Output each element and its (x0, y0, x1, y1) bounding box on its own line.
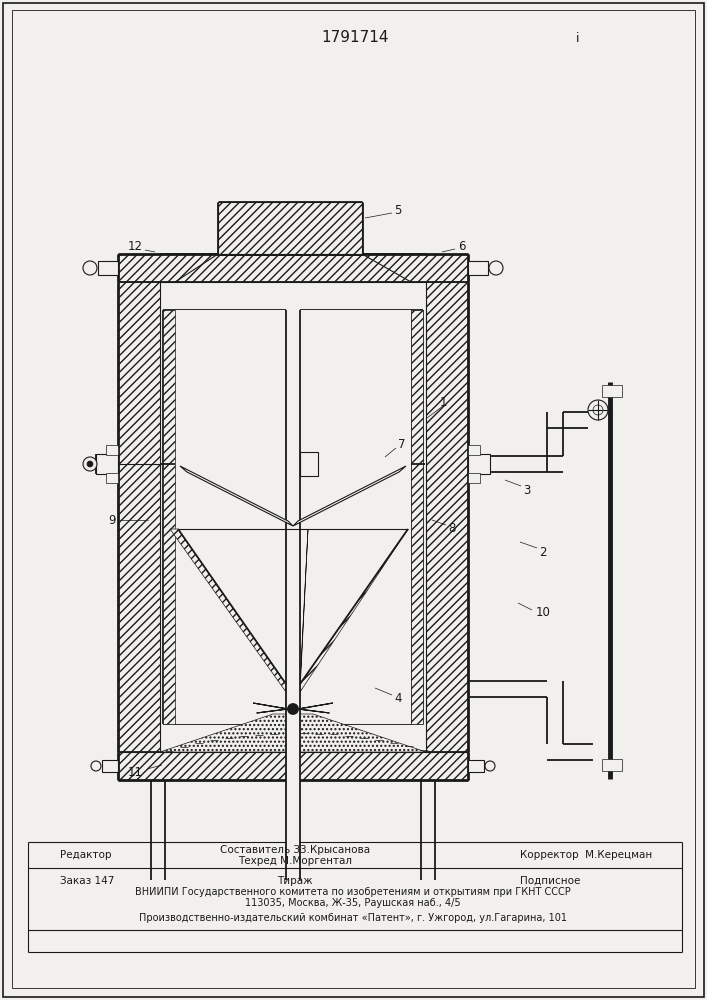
Text: i: i (576, 31, 580, 44)
Text: 8: 8 (448, 522, 456, 534)
Circle shape (91, 761, 101, 771)
Polygon shape (298, 703, 333, 713)
Text: 10: 10 (536, 606, 551, 619)
Polygon shape (160, 714, 426, 752)
Bar (118, 752, 468, 780)
Bar (468, 760, 484, 772)
Bar (468, 454, 490, 474)
Text: Заказ 147: Заказ 147 (60, 876, 115, 886)
Bar (163, 310, 175, 724)
Bar (96, 454, 118, 474)
Bar (102, 760, 118, 772)
Text: Редактор: Редактор (60, 850, 112, 860)
Text: 9: 9 (108, 514, 116, 526)
Bar (106, 445, 118, 455)
Text: 5: 5 (395, 204, 402, 217)
Text: 6: 6 (458, 239, 466, 252)
Text: Производственно-издательский комбинат «Патент», г. Ужгород, ул.Гагарина, 101: Производственно-издательский комбинат «П… (139, 913, 567, 923)
Bar (118, 254, 468, 282)
Text: 2: 2 (539, 546, 547, 558)
Polygon shape (300, 529, 408, 692)
Bar (602, 759, 622, 771)
Bar (468, 261, 488, 275)
Text: 3: 3 (523, 484, 531, 496)
Bar (468, 445, 480, 455)
Polygon shape (180, 466, 293, 526)
Text: Подписное: Подписное (520, 876, 580, 886)
Polygon shape (293, 466, 406, 526)
Text: 113035, Москва, Ж-35, Раушская наб., 4/5: 113035, Москва, Ж-35, Раушская наб., 4/5 (245, 898, 461, 908)
Circle shape (593, 405, 603, 415)
Bar (300, 452, 318, 476)
Bar (175, 310, 411, 724)
Circle shape (489, 261, 503, 275)
Bar (602, 385, 622, 397)
Bar (106, 473, 118, 483)
Text: 11: 11 (127, 766, 143, 778)
Bar (426, 282, 468, 752)
Text: Корректор  М.Керецман: Корректор М.Керецман (520, 850, 653, 860)
Text: 12: 12 (127, 240, 143, 253)
Bar (118, 282, 160, 752)
Circle shape (288, 704, 298, 714)
Text: 4: 4 (395, 692, 402, 704)
Polygon shape (170, 529, 286, 692)
Text: 7: 7 (398, 438, 406, 452)
Bar (286, 300, 300, 865)
Bar (468, 473, 480, 483)
Text: Техред М.Моргентал: Техред М.Моргентал (238, 856, 352, 866)
Bar (160, 282, 426, 752)
Circle shape (485, 761, 495, 771)
Text: Составитель З3.Крысанова: Составитель З3.Крысанова (220, 845, 370, 855)
Bar (98, 261, 118, 275)
Circle shape (83, 457, 97, 471)
Text: Тираж: Тираж (277, 876, 312, 886)
Text: 1791714: 1791714 (321, 29, 389, 44)
Text: 1: 1 (439, 396, 447, 410)
Bar (218, 202, 362, 254)
Polygon shape (253, 703, 288, 713)
Text: ВНИИПИ Государственного комитета по изобретениям и открытиям при ГКНТ СССР: ВНИИПИ Государственного комитета по изоб… (135, 887, 571, 897)
Bar (411, 310, 423, 724)
Circle shape (87, 461, 93, 467)
Circle shape (588, 400, 608, 420)
Circle shape (83, 261, 97, 275)
